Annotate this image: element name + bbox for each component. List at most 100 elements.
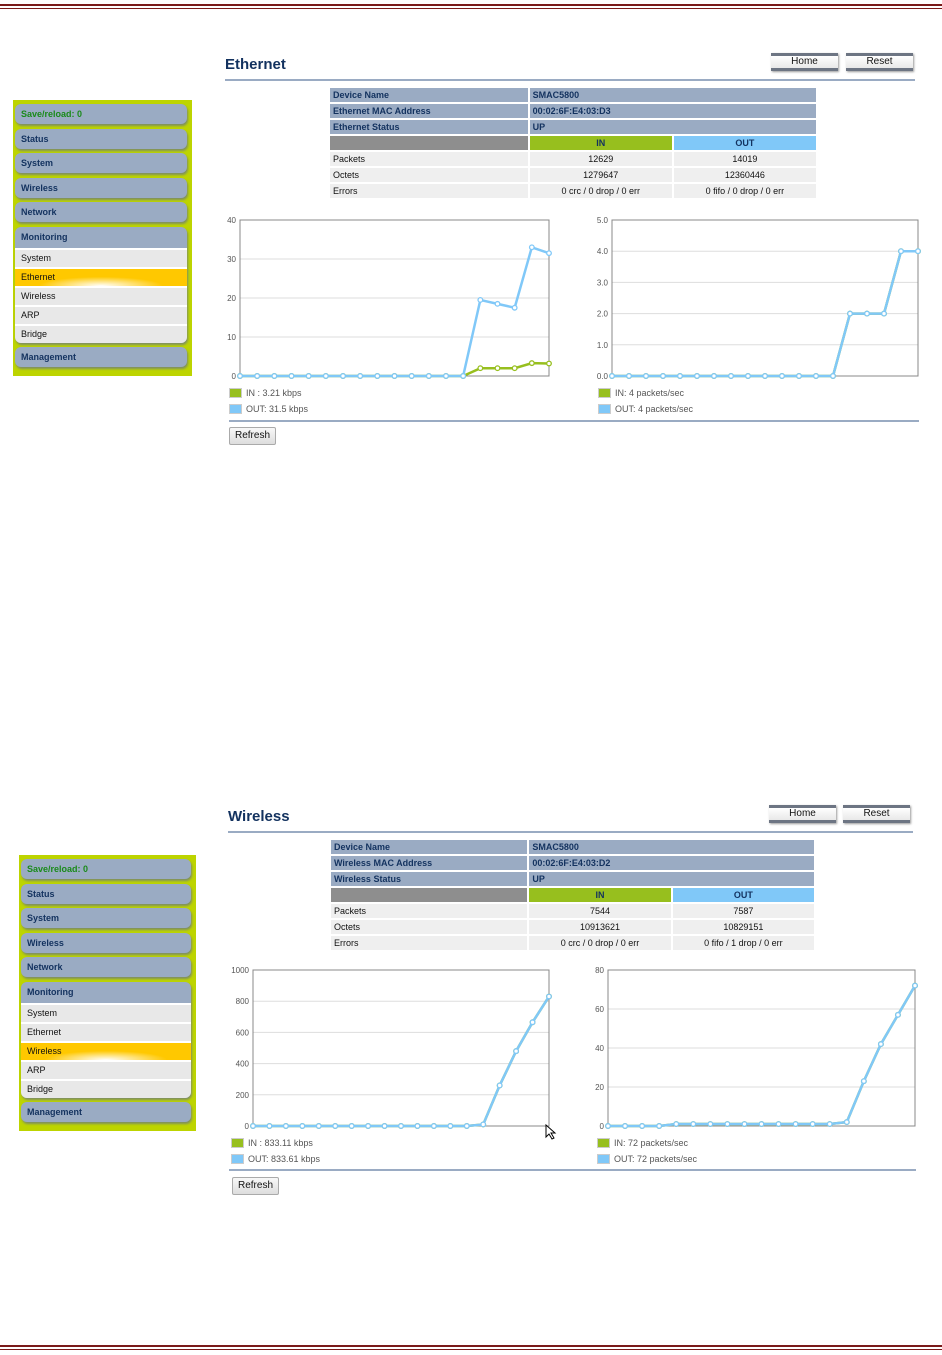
divider (225, 79, 915, 81)
refresh-button[interactable]: Refresh (229, 427, 277, 445)
mouse-cursor-icon (545, 1124, 557, 1140)
sidebar-subitem-system[interactable]: System (15, 247, 187, 267)
interface-info-table: Device Name SMAC5800 Ethernet MAC Address 0… (328, 86, 818, 200)
out-data-point (779, 373, 785, 379)
home-button[interactable]: Home (769, 805, 836, 823)
divider (228, 831, 913, 833)
y-tick-label: 20 (595, 1083, 604, 1092)
out-data-point (513, 1048, 520, 1055)
sidebar-item-network[interactable]: Network (15, 202, 187, 222)
in-data-point (477, 365, 484, 372)
info-label: Device Name (330, 88, 528, 102)
legend-label-out: OUT: 833.61 kbps (248, 1153, 321, 1164)
sidebar-subitem-ethernet[interactable]: Ethernet (15, 266, 187, 286)
stats-out-value: 14019 (673, 152, 816, 166)
reset-button[interactable]: Reset (843, 805, 910, 823)
sidebar-item-system[interactable]: System (15, 153, 187, 173)
sidebar-subitem-ethernet[interactable]: Ethernet (21, 1021, 191, 1041)
sidebar-item-wireless[interactable]: Wireless (15, 177, 187, 198)
save-reload-button[interactable]: Save/reload: 0 (15, 104, 187, 124)
divider (229, 1169, 916, 1171)
out-data-point (546, 250, 552, 257)
out-data-point (792, 1121, 799, 1127)
bottom-rule (0, 1345, 942, 1350)
out-data-point (237, 373, 243, 379)
in-header: IN (529, 888, 671, 902)
out-data-point (690, 1121, 697, 1127)
y-tick-label: 40 (227, 216, 236, 225)
out-data-point (443, 373, 449, 379)
refresh-button[interactable]: Refresh (232, 1177, 280, 1195)
out-data-point (315, 1123, 322, 1129)
legend-label-in: IN: 4 packets/sec (615, 387, 685, 398)
out-data-point (477, 296, 484, 303)
out-data-point (826, 1121, 833, 1127)
sidebar-item-status[interactable]: Status (21, 883, 191, 904)
out-data-point (322, 373, 329, 379)
y-tick-label: 0 (600, 1122, 605, 1131)
out-data-point (391, 373, 398, 379)
out-data-point (622, 1123, 629, 1129)
sidebar-subitem-wireless[interactable]: Wireless (15, 285, 187, 305)
out-data-point (340, 373, 346, 379)
out-data-point (626, 373, 632, 379)
out-data-point (860, 1078, 867, 1085)
y-tick-label: 200 (236, 1091, 250, 1100)
sidebar-subitem-bridge[interactable]: Bridge (21, 1078, 191, 1098)
sidebar-item-wireless[interactable]: Wireless (21, 932, 191, 953)
out-data-point (605, 1123, 611, 1129)
info-value: SMAC5800 (529, 88, 816, 102)
legend-label-in: IN : 833.11 kbps (248, 1137, 313, 1148)
y-tick-label: 10 (227, 333, 236, 342)
y-tick-label: 20 (227, 294, 236, 303)
in-header: IN (529, 136, 672, 150)
out-data-point (271, 373, 278, 379)
legend-in: IN: 4 packets/sec (598, 386, 684, 399)
out-data-point (762, 373, 768, 379)
sidebar-item-system[interactable]: System (21, 908, 191, 928)
top-rule (0, 4, 942, 9)
y-tick-label: 400 (236, 1060, 250, 1069)
sidebar-item-monitoring[interactable]: Monitoring (27, 986, 74, 997)
sidebar-item-management[interactable]: Management (21, 1102, 191, 1122)
stats-label: Packets (330, 152, 528, 166)
save-reload-button[interactable]: Save/reload: 0 (21, 859, 191, 879)
sidebar-subitem-arp[interactable]: ARP (21, 1059, 191, 1079)
sidebar-item-management[interactable]: Management (15, 347, 187, 367)
plot-frame (611, 219, 919, 377)
out-data-point (745, 373, 751, 379)
sidebar-subitem-wireless[interactable]: Wireless (21, 1040, 191, 1060)
y-tick-label: 0 (232, 372, 237, 381)
out-data-point (830, 373, 836, 379)
legend-label-out: OUT: 72 packets/sec (614, 1153, 698, 1164)
sidebar-item-monitoring[interactable]: Monitoring (21, 231, 68, 242)
sidebar-item-status[interactable]: Status (15, 128, 187, 149)
legend-out: OUT: 31.5 kbps (229, 402, 308, 415)
reset-button[interactable]: Reset (846, 53, 913, 71)
divider (229, 420, 919, 422)
info-row: Wireless MAC Address 00:02:6F:E4:03:D2 (331, 856, 814, 870)
info-row: Device Name SMAC5800 (331, 840, 814, 854)
in-data-point (546, 360, 552, 367)
stats-row: Errors 0 crc / 0 drop / 0 err 0 fifo / 0 d… (330, 184, 816, 198)
out-data-point (656, 1123, 663, 1129)
stats-row: Errors 0 crc / 0 drop / 0 err 0 fifo / 1 d… (331, 936, 814, 950)
in-series-line (608, 984, 917, 1128)
out-data-point (288, 373, 295, 379)
out-data-point (881, 310, 887, 317)
out-data-point (694, 373, 700, 379)
out-data-point (266, 1123, 273, 1129)
out-data-point (673, 1121, 680, 1127)
stats-out-value: 12360446 (673, 168, 816, 182)
out-data-point (809, 1121, 816, 1127)
sidebar-subitem-bridge[interactable]: Bridge (15, 323, 187, 343)
traffic-chart: 0.0 1.0 2.0 3.0 4.0 5.0 (597, 216, 921, 381)
sidebar-item-network[interactable]: Network (21, 957, 191, 977)
legend-swatch-in (231, 1137, 244, 1148)
info-row: Device Name SMAC5800 (330, 88, 816, 102)
sidebar-nav: Save/reload: 0 Status System Wireless Networ… (19, 855, 196, 1131)
sidebar-subitem-arp[interactable]: ARP (15, 304, 187, 324)
in-data-point (528, 360, 535, 367)
home-button[interactable]: Home (771, 53, 838, 71)
sidebar-subitem-system[interactable]: System (21, 1002, 191, 1022)
